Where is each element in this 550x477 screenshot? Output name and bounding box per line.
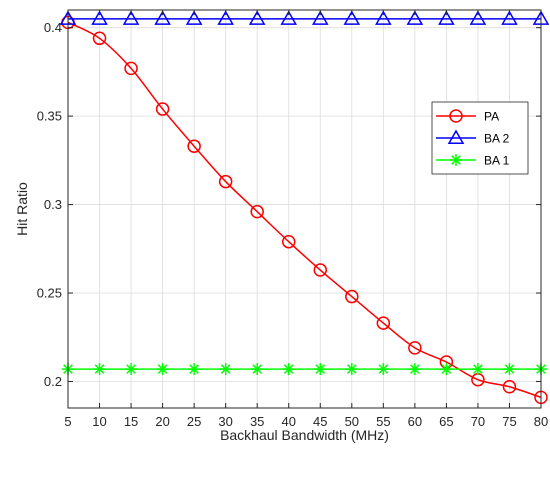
- data-point-ba-1: [503, 363, 516, 376]
- y-tick-label: 0.3: [44, 197, 62, 212]
- data-point-ba-2: [122, 10, 140, 25]
- data-point-ba-1: [408, 363, 421, 376]
- data-point-pa: [250, 204, 264, 219]
- asterisk-stroke: [315, 364, 326, 374]
- x-axis-label: Backhaul Bandwidth (MHz): [220, 427, 389, 443]
- y-axis-label: Hit Ratio: [14, 182, 30, 236]
- data-point-ba-2: [311, 10, 329, 25]
- asterisk-stroke: [252, 364, 263, 374]
- x-tick-label: 65: [439, 414, 453, 429]
- data-point-pa: [281, 234, 296, 249]
- data-point-pa: [502, 380, 517, 394]
- data-point-ba-2: [185, 10, 203, 25]
- data-point-ba-2: [438, 10, 455, 25]
- legend-marker-ba-1: [450, 154, 462, 166]
- data-point-ba-1: [188, 363, 201, 376]
- legend-marker-pa: [449, 109, 463, 123]
- data-point-pa: [155, 102, 170, 116]
- x-tick-label: 10: [92, 414, 106, 429]
- x-tick-label: 35: [250, 414, 264, 429]
- legend-entry-ba-1: BA 1: [436, 154, 510, 168]
- asterisk-stroke: [220, 364, 231, 374]
- ticks: 5 10 15 20 25 30 35 40 45 50 55 60 65 70 75 80 0.2 0.25 0.…: [37, 10, 548, 429]
- grid: [67, 10, 542, 408]
- series-line-pa: [67, 21, 542, 399]
- x-tick-label: 75: [502, 414, 516, 429]
- data-point-ba-1: [251, 363, 264, 376]
- data-point-ba-2: [375, 10, 392, 25]
- data-point-ba-1: [156, 363, 169, 376]
- x-tick-label: 50: [345, 414, 359, 429]
- x-tick-label: 60: [408, 414, 422, 429]
- data-point-pa: [376, 316, 391, 330]
- data-point-pa: [408, 341, 422, 355]
- data-point-pa: [187, 139, 201, 153]
- data-point-ba-2: [406, 10, 424, 25]
- data-point-ba-2: [248, 10, 266, 25]
- x-tick-label: 30: [218, 414, 232, 429]
- asterisk-stroke: [451, 155, 461, 165]
- y-tick-label: 0.2: [44, 374, 62, 389]
- legend-entry-ba-2: BA 2: [436, 129, 510, 146]
- data-point-ba-1: [125, 363, 138, 376]
- y-tick-label: 0.4: [44, 20, 62, 35]
- data-point-ba-1: [314, 363, 327, 376]
- data-point-ba-2: [280, 10, 298, 25]
- data-point-ba-1: [93, 363, 106, 376]
- x-tick-label: 5: [64, 414, 71, 429]
- asterisk-stroke: [441, 364, 452, 374]
- data-point-ba-1: [282, 363, 295, 376]
- x-tick-label: 55: [376, 414, 390, 429]
- x-tick-label: 70: [471, 414, 485, 429]
- x-tick-label: 25: [187, 414, 201, 429]
- plot-frame: [67, 9, 542, 409]
- x-tick-label: 45: [313, 414, 327, 429]
- asterisk-stroke: [283, 364, 294, 374]
- legend: PA BA 2 BA 1: [431, 101, 529, 175]
- x-tick-label: 80: [534, 414, 548, 429]
- series-ba-1: [62, 363, 547, 376]
- data-point-pa: [218, 174, 233, 189]
- legend-entry-pa: PA: [436, 109, 499, 124]
- x-tick-label: 20: [155, 414, 169, 429]
- asterisk-stroke: [157, 364, 168, 374]
- asterisk-stroke: [94, 364, 105, 374]
- legend-label-pa: PA: [484, 110, 499, 124]
- asterisk-stroke: [126, 364, 136, 374]
- asterisk-stroke: [504, 364, 515, 374]
- series-group: [59, 10, 550, 405]
- legend-marker-ba-2: [447, 129, 465, 144]
- data-point-ba-2: [343, 10, 361, 25]
- data-point-ba-2: [501, 10, 518, 25]
- data-point-ba-1: [219, 363, 232, 376]
- asterisk-stroke: [346, 364, 357, 374]
- data-point-pa: [345, 289, 359, 304]
- data-point-ba-2: [217, 10, 234, 25]
- x-tick-label: 15: [124, 414, 138, 429]
- asterisk-stroke: [410, 364, 420, 374]
- asterisk-stroke: [378, 364, 389, 374]
- x-tick-label: 40: [281, 414, 295, 429]
- y-tick-label: 0.25: [37, 286, 62, 301]
- data-point-ba-1: [471, 363, 484, 376]
- legend-label-ba-1: BA 1: [484, 154, 510, 168]
- data-point-ba-2: [91, 10, 108, 25]
- asterisk-stroke: [473, 364, 483, 374]
- series-ba-2: [59, 10, 550, 25]
- data-point-pa: [313, 263, 328, 277]
- data-point-ba-2: [469, 10, 487, 25]
- data-point-ba-1: [345, 363, 358, 376]
- series-pa: [61, 15, 548, 405]
- asterisk-stroke: [189, 364, 199, 374]
- data-point-pa: [92, 31, 107, 46]
- data-point-pa: [124, 61, 138, 76]
- data-point-ba-1: [440, 363, 453, 376]
- y-tick-label: 0.35: [37, 109, 62, 124]
- data-point-ba-2: [154, 10, 171, 25]
- legend-label-ba-2: BA 2: [484, 132, 510, 146]
- data-point-ba-1: [377, 363, 390, 376]
